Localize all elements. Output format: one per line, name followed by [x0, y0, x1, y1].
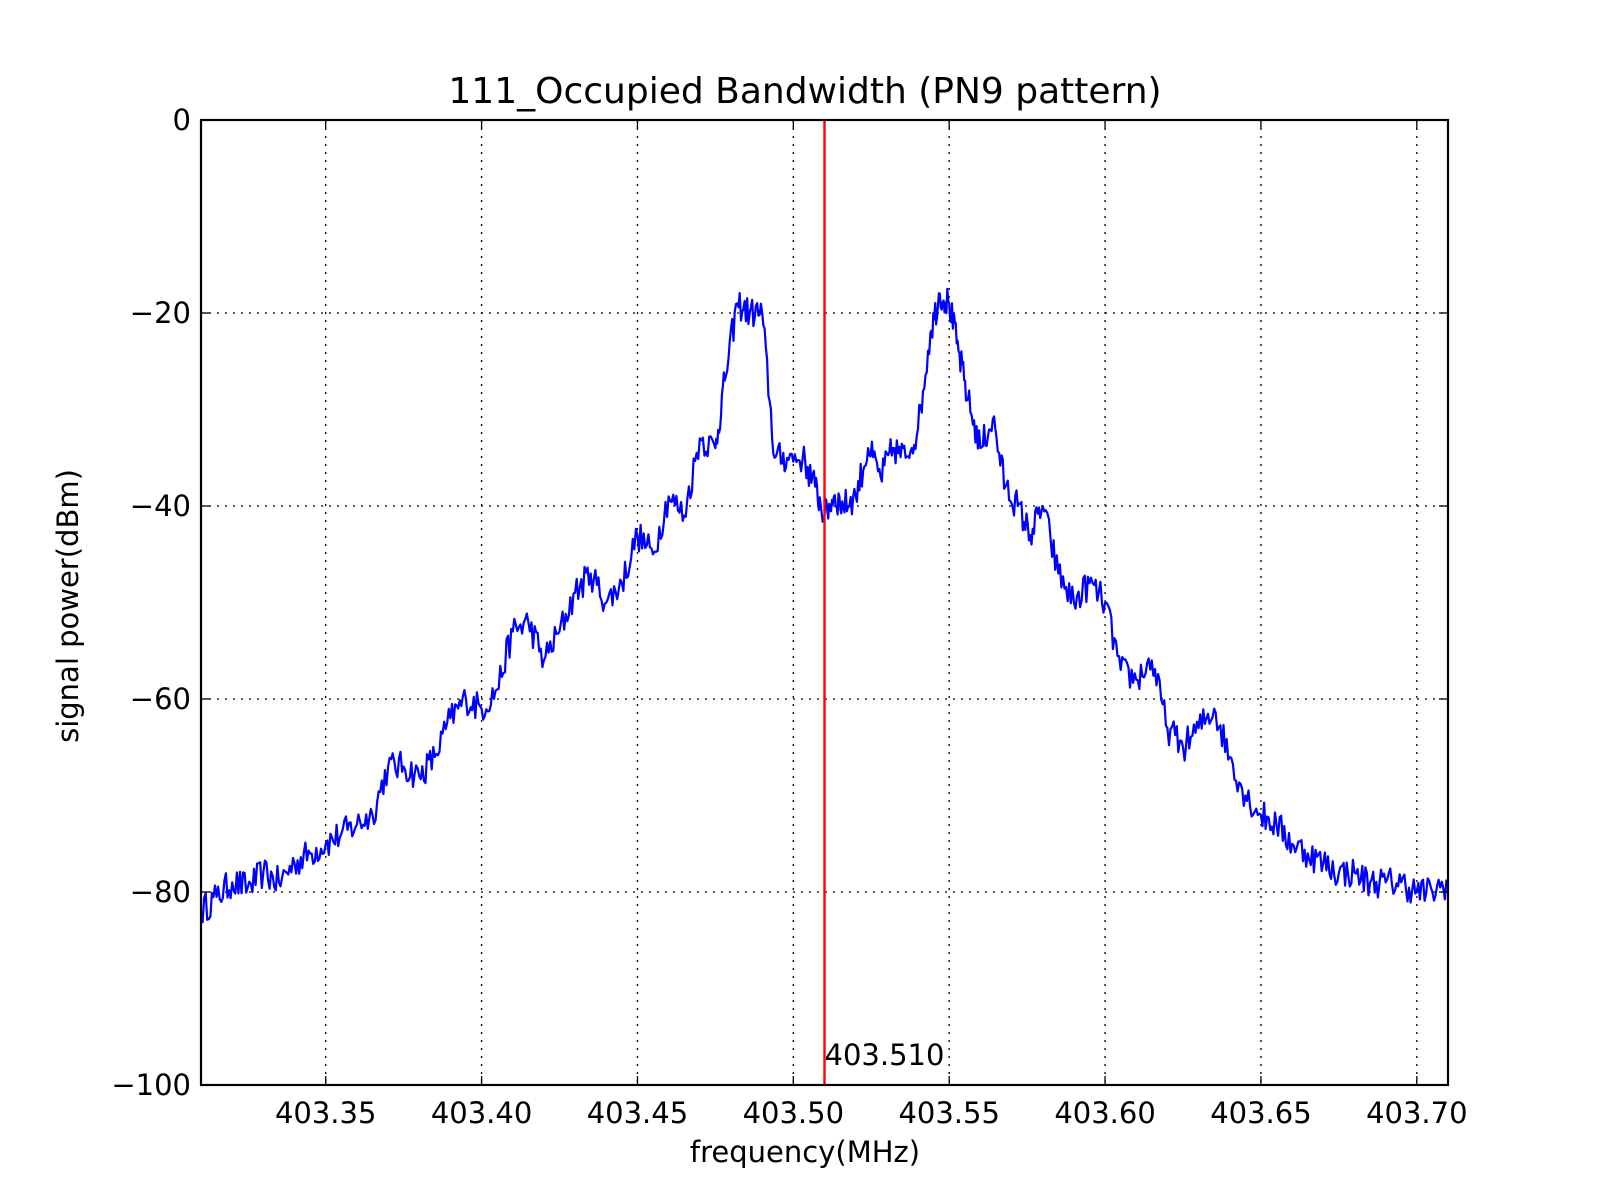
series-line	[199, 287, 1449, 924]
y-tick-label: 0	[173, 103, 191, 137]
x-tick-label: 403.70	[1366, 1096, 1467, 1130]
x-tick-label: 403.40	[431, 1096, 532, 1130]
grid	[201, 119, 1448, 1086]
x-tick-label: 403.60	[1054, 1096, 1155, 1130]
marker-layer: 403.510	[823, 120, 945, 1085]
x-tick-label: 403.65	[1210, 1096, 1311, 1130]
ticks: 403.35 403.40 403.45 403.50 403.55 403.60 403.…	[111, 103, 1467, 1130]
x-axis-label: frequency(MHz)	[690, 1135, 920, 1169]
y-tick-label: −20	[130, 296, 191, 330]
y-tick-label: −100	[111, 1068, 191, 1102]
y-tick-label: −80	[130, 875, 191, 909]
x-tick-label: 403.45	[587, 1096, 688, 1130]
marker-label: 403.510	[825, 1038, 945, 1072]
series-layer	[199, 287, 1449, 924]
plot-frame	[199, 118, 1450, 1087]
y-tick-label: −60	[130, 682, 191, 716]
x-tick-label: 403.50	[743, 1096, 844, 1130]
x-tick-label: 403.35	[275, 1096, 376, 1130]
chart-title: 111_Occupied Bandwidth (PN9 pattern)	[448, 71, 1161, 112]
y-tick-label: −40	[130, 489, 191, 523]
x-tick-label: 403.55	[898, 1096, 999, 1130]
y-axis-label: signal power(dBm)	[51, 469, 85, 743]
